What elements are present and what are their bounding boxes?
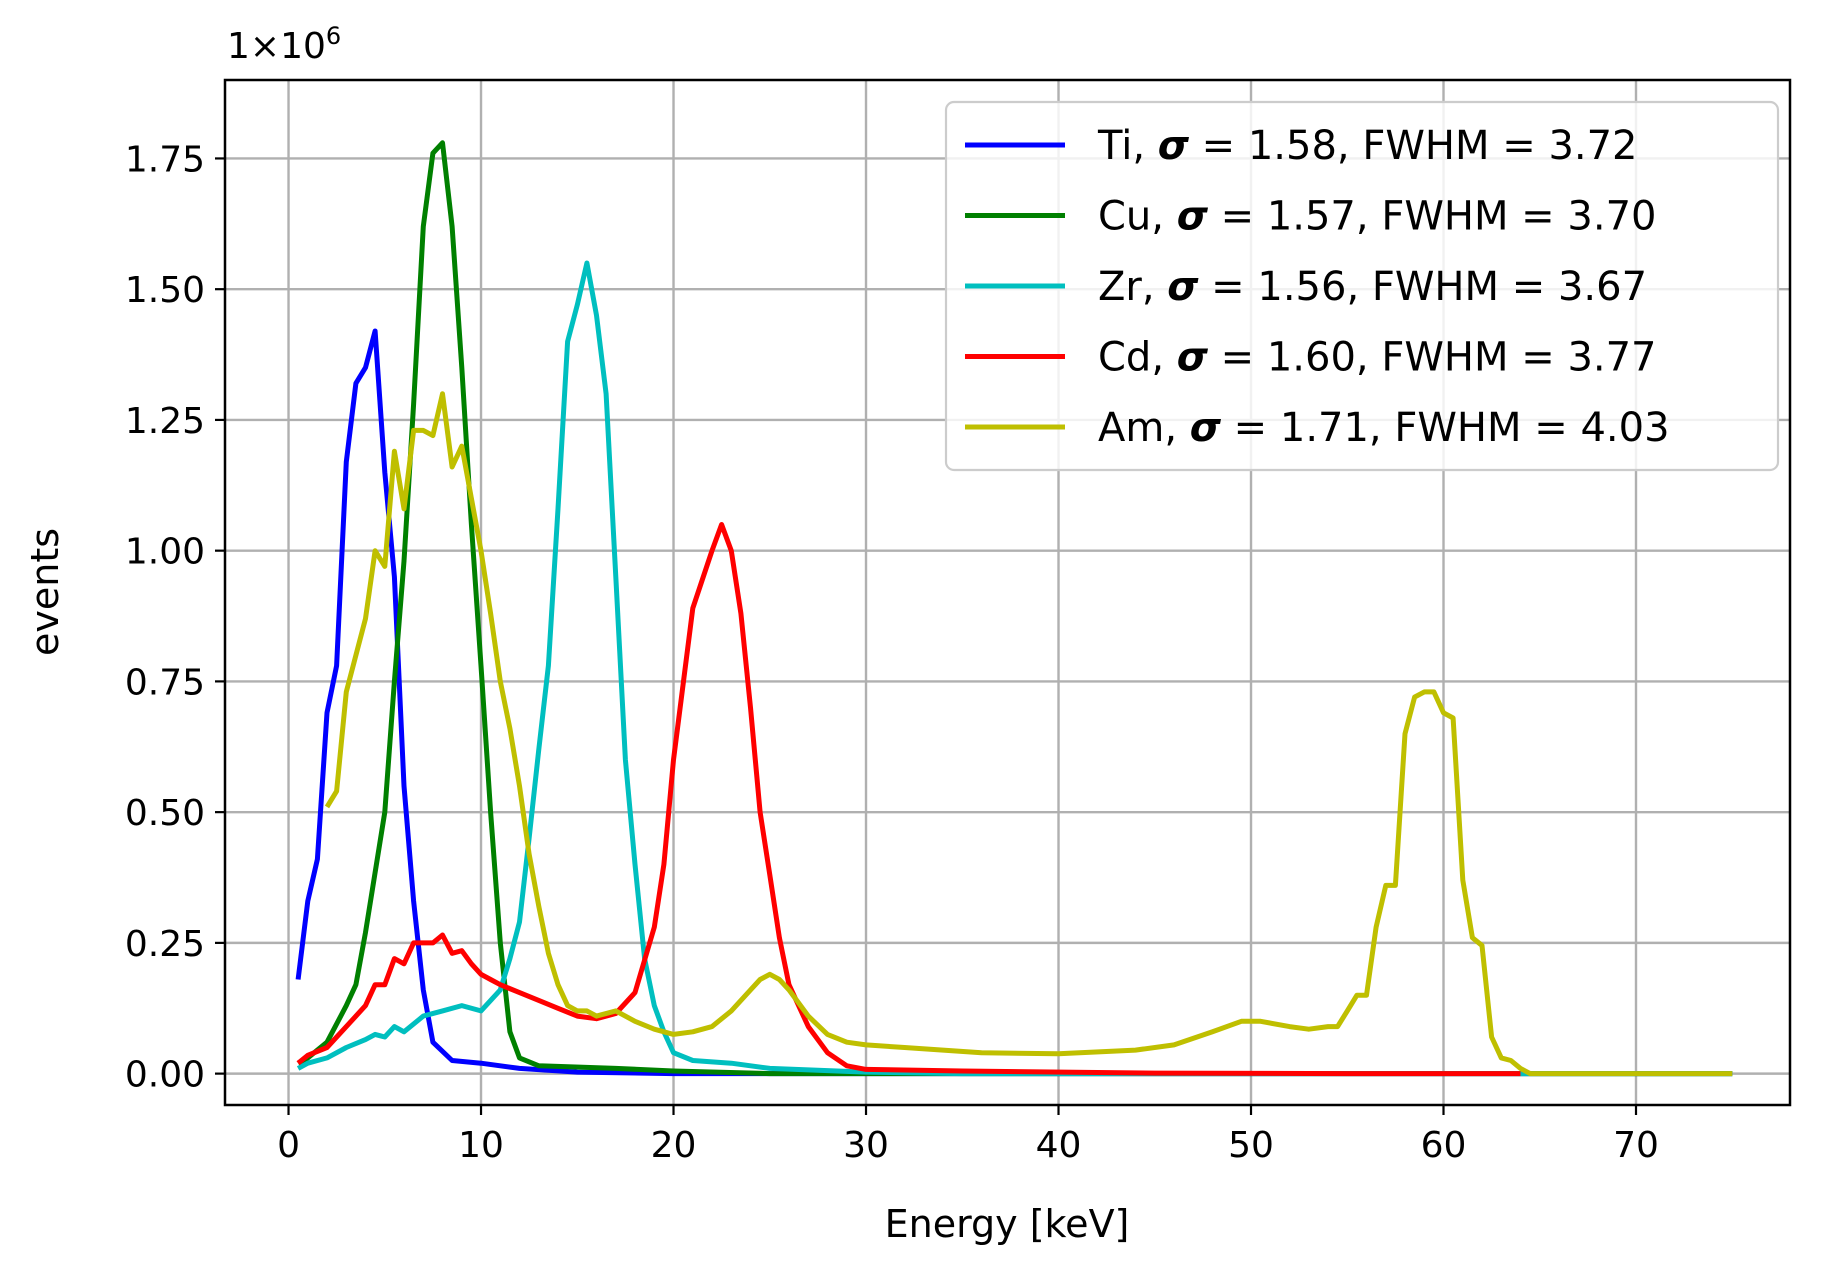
y-tick-label: 0.75 — [125, 662, 205, 703]
y-tick-label: 0.25 — [125, 924, 205, 965]
y-tick-label: 0.50 — [125, 793, 205, 834]
legend: Ti, σ = 1.58, FWHM = 3.72 Cu, σ = 1.57, F… — [944, 100, 1780, 472]
legend-entry-cu: Cu, σ = 1.57, FWHM = 3.70 — [1098, 194, 1656, 240]
x-tick-label: 40 — [1036, 1125, 1082, 1166]
x-tick-label: 70 — [1613, 1125, 1659, 1166]
y-axis-label: events — [23, 528, 67, 656]
x-tick-label: 50 — [1228, 1125, 1274, 1166]
series-line-am — [324, 391, 1733, 1077]
y-tick-label: 0.00 — [125, 1055, 205, 1096]
legend-entry-ti: Ti, σ = 1.58, FWHM = 3.72 — [1097, 123, 1638, 169]
y-offset-text: 1×106 — [227, 22, 341, 67]
x-tick-label: 30 — [843, 1125, 889, 1166]
x-axis-label: Energy [keV] — [885, 1202, 1130, 1246]
y-tick-label: 1.00 — [125, 532, 205, 573]
y-offset-exponent: 6 — [326, 22, 341, 50]
x-tick-label: 60 — [1421, 1125, 1467, 1166]
y-tick-label: 1.25 — [125, 401, 205, 442]
x-tick-label: 0 — [277, 1125, 300, 1166]
legend-box — [944, 100, 1780, 472]
series-line-cu — [296, 140, 1733, 1077]
y-tick-label: 1.75 — [125, 139, 205, 180]
x-tick-label: 20 — [651, 1125, 697, 1166]
legend-entry-cd: Cd, σ = 1.60, FWHM = 3.77 — [1098, 335, 1657, 381]
legend-entry-zr: Zr, σ = 1.56, FWHM = 3.67 — [1098, 264, 1647, 310]
legend-entry-am: Am, σ = 1.71, FWHM = 4.03 — [1098, 405, 1670, 451]
series-group — [295, 140, 1733, 1077]
x-tick-label: 10 — [458, 1125, 504, 1166]
series-line-ti — [295, 328, 1733, 1077]
plot-frame — [223, 78, 1792, 1107]
ticks: 0 10 20 30 40 50 60 70 0.00 0.25 0.50 0.75 1.00 1.25 1… — [125, 139, 1659, 1166]
y-tick-label: 1.50 — [125, 270, 205, 311]
series-line-zr — [296, 260, 1733, 1077]
